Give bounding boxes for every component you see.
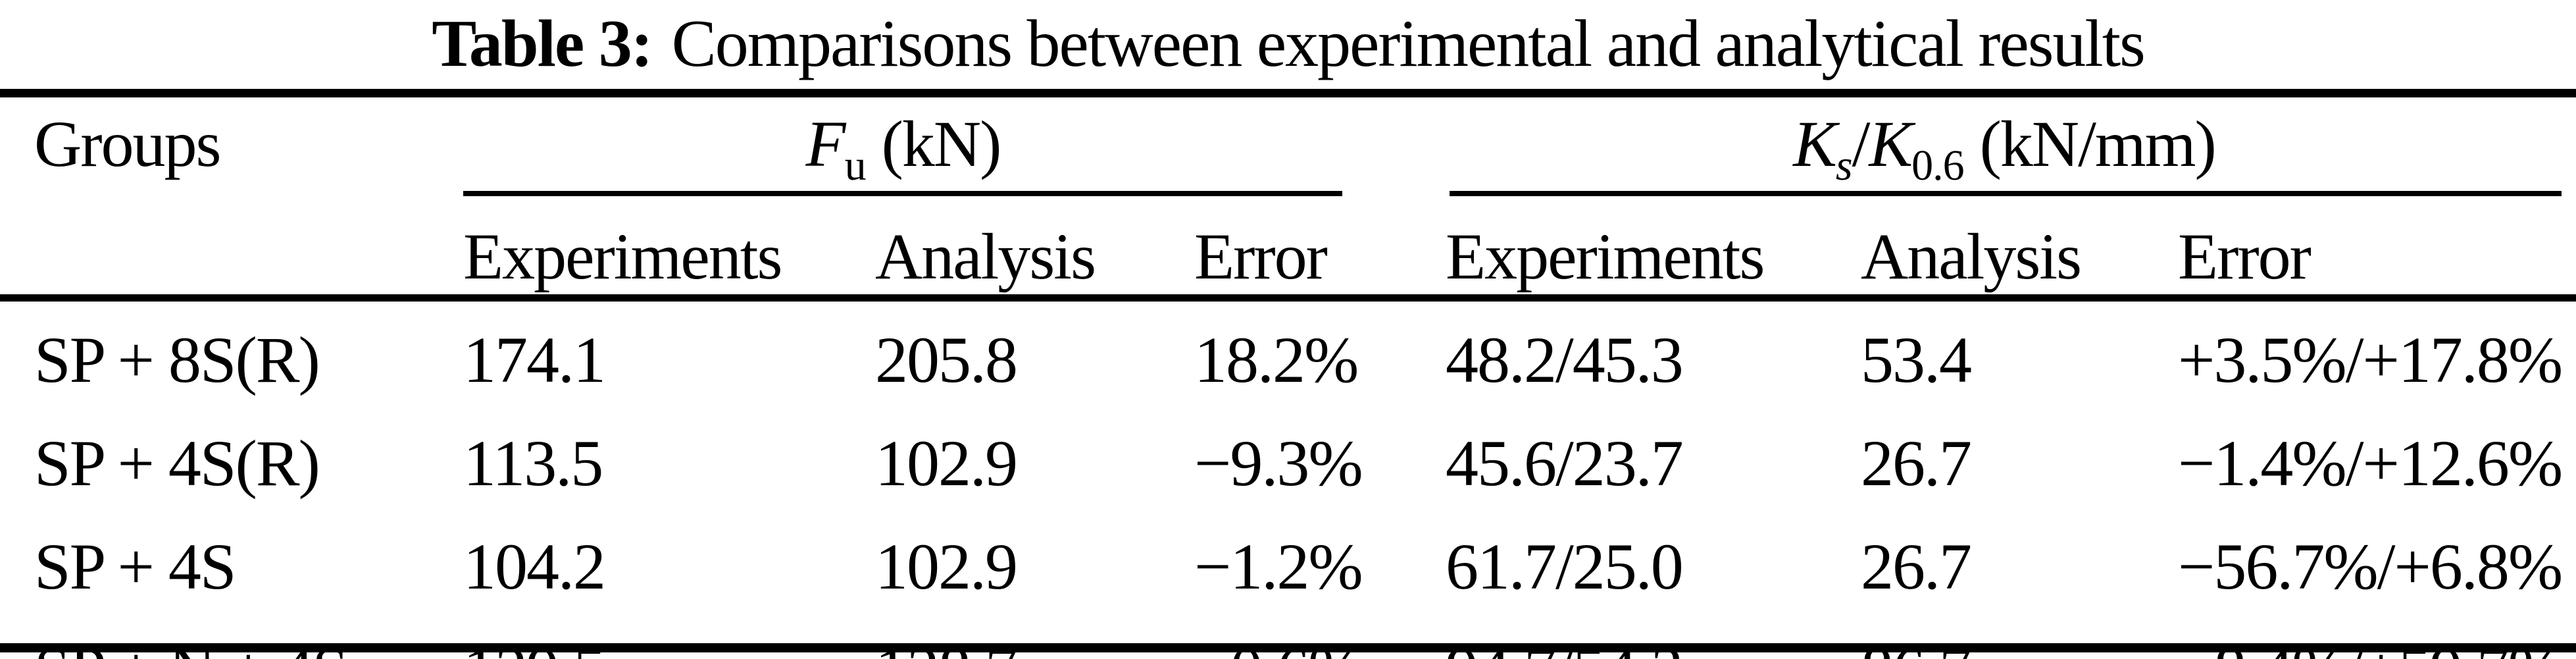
table-caption-text: Comparisons between experimental and ana… bbox=[671, 6, 2146, 81]
cell-ks-error: −56.7%/+6.8% bbox=[2178, 530, 2563, 603]
table-row: SP + 4S 104.2 102.9 −1.2% 61.7/25.0 26.7… bbox=[0, 501, 2576, 604]
cell-fu-analysis: 102.9 bbox=[875, 427, 1018, 500]
cell-ks-experiments: 94.7/54.3 bbox=[1446, 604, 1861, 659]
cell-fu-error: −9.3% bbox=[1194, 427, 1363, 500]
ks-subscript-a: s bbox=[1835, 142, 1853, 190]
results-table: Groups Fu (kN) Ks/K0.6 (kN/mm) Experiments… bbox=[0, 97, 2576, 659]
spacer-cell bbox=[0, 191, 463, 294]
cell-fu-analysis: 128.7 bbox=[875, 604, 1194, 659]
column-header-fu-experiments: Experiments bbox=[463, 220, 782, 293]
fu-spanner-rule bbox=[463, 191, 1342, 196]
bottom-rule bbox=[0, 643, 2576, 652]
ks-subscript-b: 0.6 bbox=[1911, 142, 1964, 190]
cell-fu-experiments: 104.2 bbox=[463, 530, 606, 603]
cell-ks-analysis: 86.7 bbox=[1861, 604, 2178, 659]
table-row: SP + 8S(R) 174.1 205.8 18.2% 48.2/45.3 5… bbox=[0, 294, 2576, 398]
column-group-header-ks: Ks/K0.6 (kN/mm) bbox=[1446, 97, 2576, 191]
sub-header-row: Experiments Analysis Error Experiments A… bbox=[0, 191, 2576, 294]
cell-ks-experiments: 45.6/23.7 bbox=[1446, 427, 1684, 500]
fu-unit: (kN) bbox=[881, 107, 1002, 180]
cell-fu-analysis: 102.9 bbox=[875, 530, 1018, 603]
ks-divider: / bbox=[1852, 107, 1871, 180]
column-header-fu-error: Error bbox=[1194, 220, 1328, 293]
ks-unit: (kN/mm) bbox=[1979, 107, 2217, 180]
cell-group: SP + 8S(R) bbox=[34, 323, 320, 396]
header-bottom-rule bbox=[0, 294, 2576, 302]
cell-ks-error: −1.4%/+12.6% bbox=[2178, 427, 2563, 500]
cell-ks-experiments: 48.2/45.3 bbox=[1446, 323, 1684, 396]
cell-group: SP + N + 4S bbox=[0, 604, 463, 659]
cell-ks-analysis: 26.7 bbox=[1861, 530, 1972, 603]
column-header-ks-experiments: Experiments bbox=[1446, 220, 1765, 293]
column-header-fu-analysis: Analysis bbox=[875, 220, 1096, 293]
cell-group: SP + 4S(R) bbox=[34, 427, 320, 500]
cell-ks-analysis: 26.7 bbox=[1861, 427, 1972, 500]
cell-ks-analysis: 53.4 bbox=[1861, 323, 1972, 396]
group-header-row: Groups Fu (kN) Ks/K0.6 (kN/mm) bbox=[0, 97, 2576, 191]
fu-symbol: F bbox=[805, 107, 846, 180]
column-group-header-fu: Fu (kN) bbox=[463, 97, 1446, 191]
cell-fu-analysis: 205.8 bbox=[875, 323, 1018, 396]
cell-fu-experiments: 129.5 bbox=[463, 604, 875, 659]
fu-subscript: u bbox=[844, 142, 867, 190]
cell-ks-error: −8.4%/+59.7% bbox=[2178, 604, 2576, 659]
table-row: SP + N + 4S 129.5 128.7 −0.6% 94.7/54.3 … bbox=[0, 604, 2576, 659]
table-row: SP + 4S(R) 113.5 102.9 −9.3% 45.6/23.7 2… bbox=[0, 398, 2576, 501]
cell-ks-error: +3.5%/+17.8% bbox=[2178, 323, 2563, 396]
table-caption: Table 3: Comparisons between experimenta… bbox=[0, 0, 2576, 87]
cell-group: SP + 4S bbox=[34, 530, 237, 603]
cell-fu-error: −0.6% bbox=[1194, 604, 1446, 659]
cell-fu-error: −1.2% bbox=[1194, 530, 1363, 603]
column-header-ks-analysis: Analysis bbox=[1861, 220, 2082, 293]
cell-fu-error: 18.2% bbox=[1194, 323, 1359, 396]
cell-ks-experiments: 61.7/25.0 bbox=[1446, 530, 1684, 603]
top-rule bbox=[0, 89, 2576, 97]
ks-spanner-rule bbox=[1450, 191, 2562, 196]
cell-fu-experiments: 113.5 bbox=[463, 427, 603, 500]
ks-symbol-a: K bbox=[1793, 107, 1837, 180]
column-header-ks-error: Error bbox=[2178, 220, 2311, 293]
cell-fu-experiments: 174.1 bbox=[463, 323, 606, 396]
column-header-groups: Groups bbox=[34, 107, 221, 180]
ks-symbol-b: K bbox=[1869, 107, 1913, 180]
table-caption-label: Table 3: bbox=[432, 6, 653, 81]
